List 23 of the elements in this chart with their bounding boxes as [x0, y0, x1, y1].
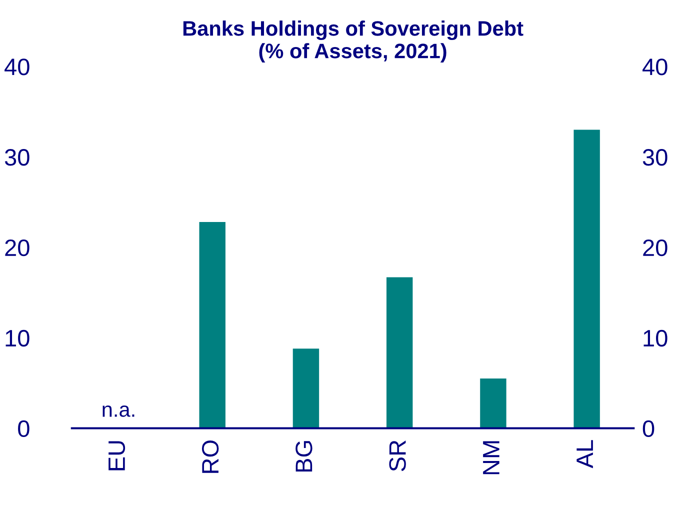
y-tick-label: 40	[4, 58, 30, 76]
bar	[574, 130, 600, 428]
x-tick-label: AL	[576, 440, 593, 468]
y-tick-label: 0	[18, 420, 30, 438]
y-tick-label: 20	[5, 239, 30, 256]
bar	[292, 348, 320, 428]
y2-tick-label: 0	[642, 420, 654, 438]
annotation: n.a.	[102, 405, 134, 417]
x-tick-label: BG	[296, 441, 312, 472]
y2-tick-label: 20	[643, 239, 668, 256]
bar	[199, 222, 226, 428]
y-tick-label: 10	[6, 330, 30, 347]
y-tick-label: 30	[4, 149, 30, 166]
x-tick-label: SR	[389, 440, 406, 472]
x-tick-label: NM	[483, 441, 500, 474]
x-tick-label: RO	[202, 440, 219, 473]
bar	[480, 378, 506, 428]
y2-tick-label: 10	[644, 330, 668, 347]
bar	[386, 277, 413, 428]
chart-title: Banks Holdings of Sovereign Debt (% of Assets, 2021)	[183, 20, 524, 62]
x-tick-label: EU	[108, 441, 126, 470]
y2-tick-label: 30	[642, 149, 668, 166]
y2-tick-label: 40	[642, 58, 668, 76]
